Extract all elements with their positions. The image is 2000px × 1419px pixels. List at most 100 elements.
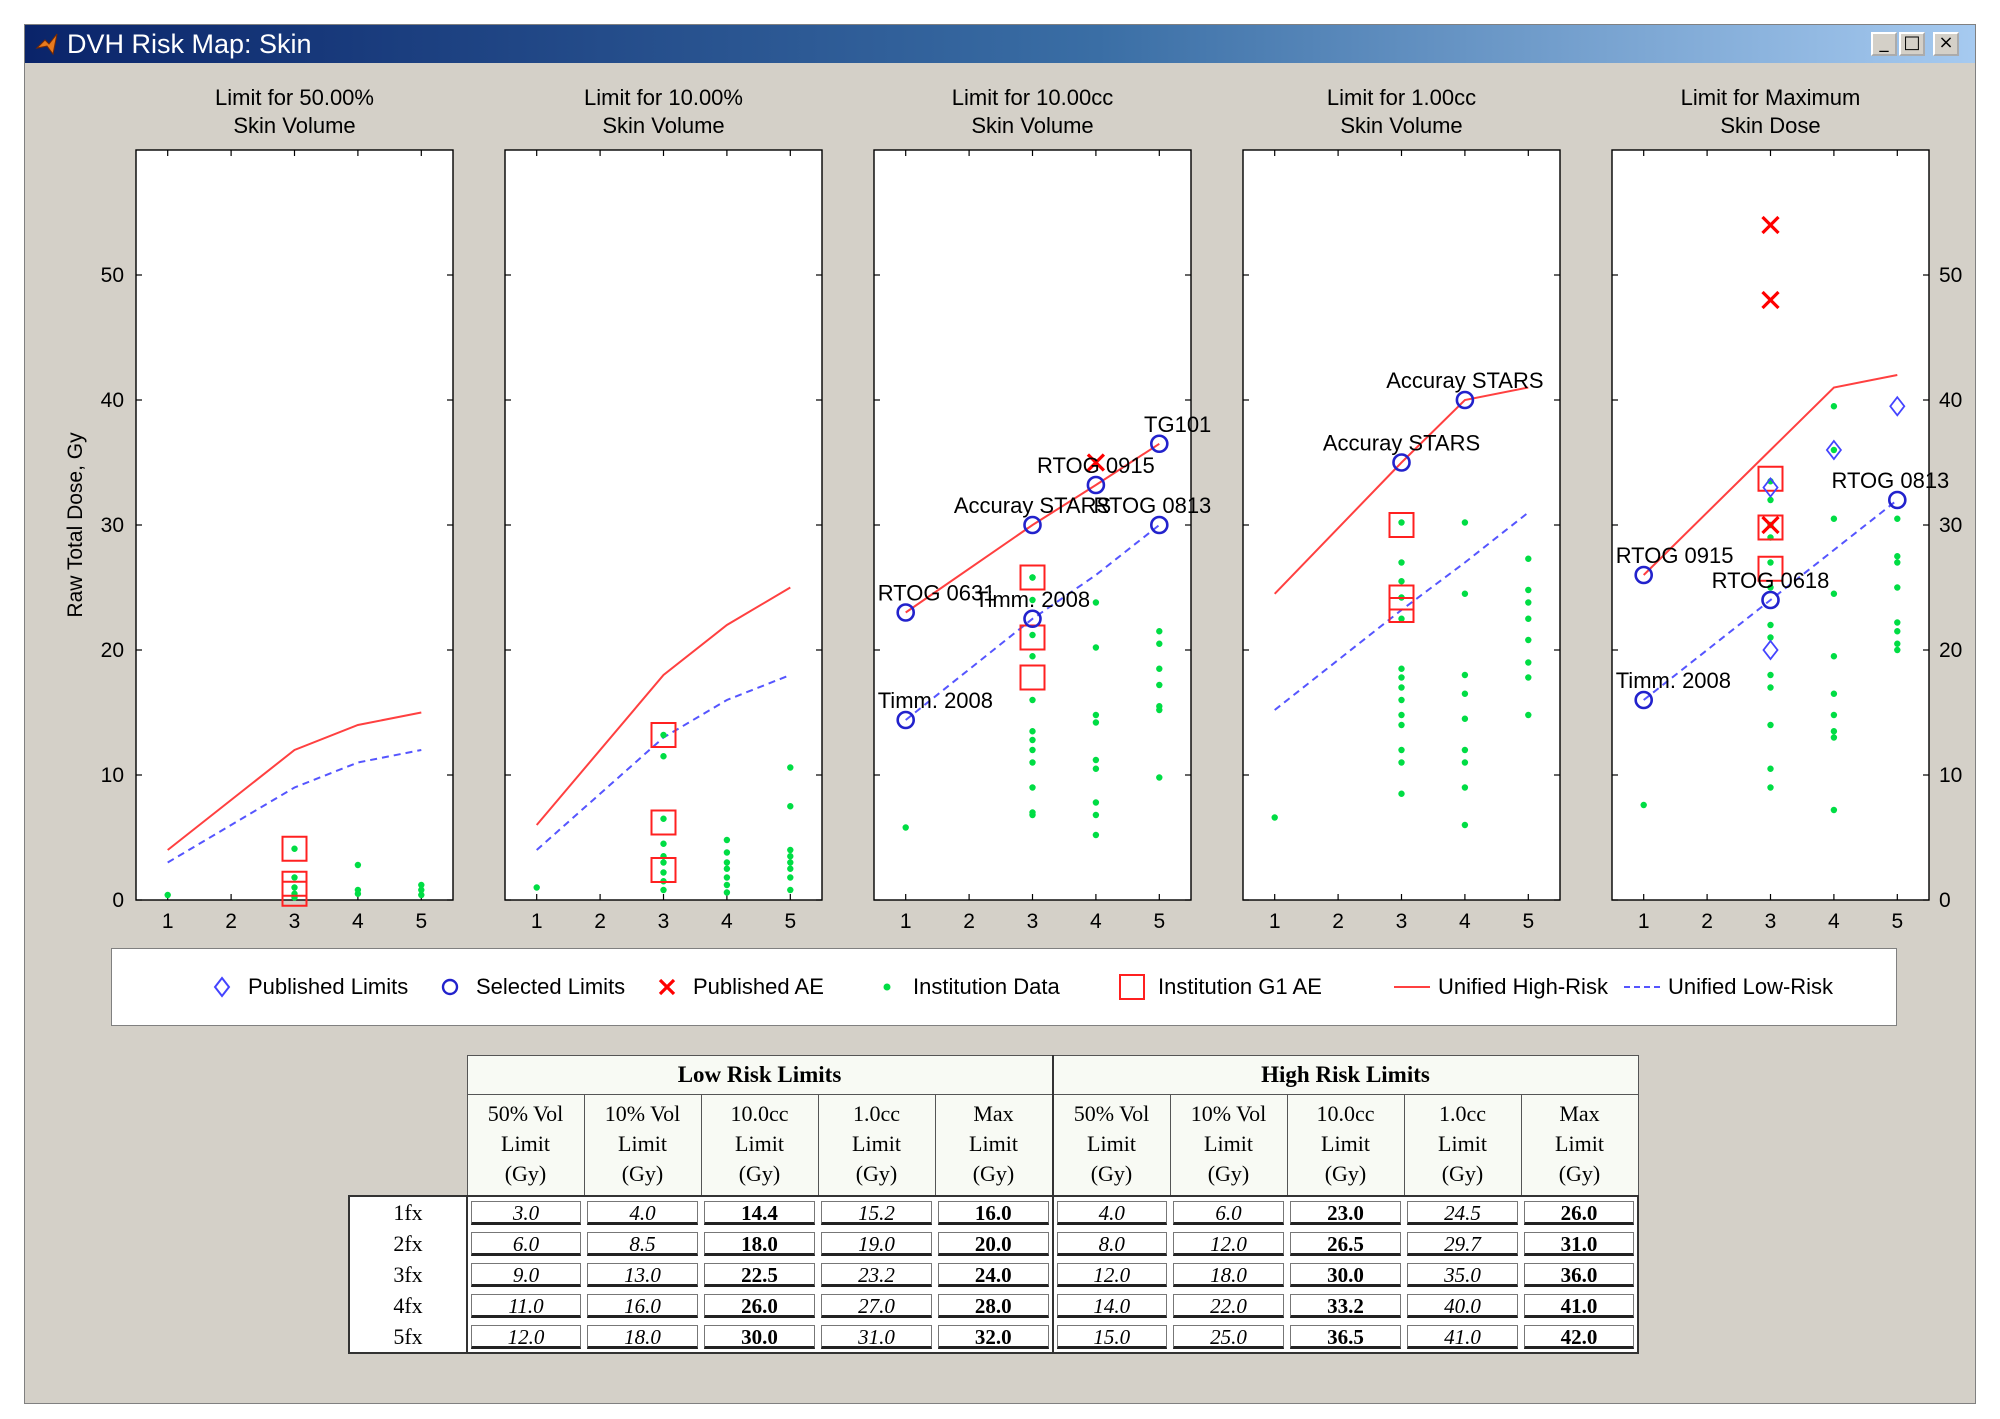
limit-value: 22.0 bbox=[1173, 1293, 1284, 1318]
x-tick-label: 4 bbox=[1459, 910, 1471, 933]
table-cell: 13.0 bbox=[584, 1259, 701, 1290]
limit-value: 24.0 bbox=[938, 1262, 1049, 1287]
legend-label: Unified Low-Risk bbox=[1668, 974, 1834, 999]
close-button[interactable]: × bbox=[1933, 32, 1959, 56]
legend-item: Selected Limits bbox=[430, 949, 625, 1025]
table-cell: 27.0 bbox=[818, 1290, 935, 1321]
institution-data-point bbox=[660, 840, 667, 847]
institution-data-point bbox=[1525, 599, 1532, 606]
selected-limit-marker bbox=[1023, 515, 1042, 535]
table-cell: 26.0 bbox=[701, 1290, 818, 1321]
data-label: Accuray STARS bbox=[954, 493, 1111, 518]
legend-label: Published Limits bbox=[248, 974, 409, 999]
y-axis-label: Raw Total Dose, Gy bbox=[64, 432, 87, 618]
maximize-button[interactable]: □ bbox=[1899, 32, 1925, 56]
limit-value: 22.5 bbox=[704, 1262, 815, 1287]
institution-data-point bbox=[787, 886, 794, 894]
column-header-line: (Gy) bbox=[1207, 1161, 1250, 1186]
table-row: 4fx 11.0 16.0 26.0 27.0 28.0 14.0 22.0 33.2 40.0 4… bbox=[348, 1290, 1639, 1321]
column-header-line: (Gy) bbox=[855, 1161, 898, 1186]
column-header-line: (Gy) bbox=[972, 1161, 1015, 1186]
institution-data-point bbox=[787, 803, 794, 810]
institution-g1-ae-marker bbox=[1019, 664, 1046, 691]
x-axis-label: Number of Fractions bbox=[564, 938, 763, 940]
data-label: RTOG 0915 bbox=[1037, 453, 1155, 478]
table-cell: 36.5 bbox=[1287, 1321, 1404, 1354]
institution-data-point bbox=[902, 824, 909, 831]
institution-data-point bbox=[1092, 765, 1100, 772]
data-label: RTOG 0813 bbox=[1093, 493, 1211, 518]
institution-data-point bbox=[1830, 515, 1838, 522]
institution-data-point bbox=[1767, 684, 1774, 691]
x-tick-label: 3 bbox=[1027, 910, 1039, 933]
table-cell: 25.0 bbox=[1170, 1321, 1287, 1354]
data-label: RTOG 0631 bbox=[878, 581, 996, 606]
limit-value: 6.0 bbox=[471, 1231, 581, 1256]
title-bar[interactable]: DVH Risk Map: Skin _ □ × bbox=[25, 25, 1975, 63]
legend-circle-icon bbox=[441, 978, 459, 996]
table-column-header: 10% Vol Limit (Gy) bbox=[583, 1094, 702, 1197]
x-tick-label: 3 bbox=[1765, 910, 1777, 933]
limit-value: 32.0 bbox=[938, 1324, 1049, 1349]
selected-limit-marker bbox=[896, 603, 916, 622]
legend-item: Institution G1 AE bbox=[1112, 949, 1322, 1025]
institution-data-point bbox=[1029, 696, 1036, 704]
institution-data-point bbox=[1767, 621, 1774, 629]
legend-item: Published AE bbox=[647, 949, 824, 1025]
institution-data-point bbox=[1830, 403, 1838, 410]
plot-title: Limit for 1.00cc bbox=[1327, 85, 1476, 110]
column-header-line: Limit bbox=[1555, 1131, 1604, 1156]
published-ae-marker bbox=[1086, 453, 1106, 472]
selected-limit-marker bbox=[1888, 490, 1907, 510]
column-header-line: Limit bbox=[1321, 1131, 1370, 1156]
institution-data-point bbox=[1461, 821, 1469, 829]
institution-data-point bbox=[660, 859, 667, 866]
institution-data-point bbox=[1271, 814, 1278, 821]
limit-value: 27.0 bbox=[821, 1293, 932, 1318]
institution-g1-ae-marker bbox=[650, 857, 677, 883]
unified-low-risk-line bbox=[536, 674, 791, 851]
x-tick-label: 5 bbox=[784, 910, 796, 933]
column-header-line: Limit bbox=[852, 1131, 901, 1156]
table-row: 3fx 9.0 13.0 22.5 23.2 24.0 12.0 18.0 30.0 35.0 36… bbox=[348, 1259, 1639, 1290]
institution-data-point bbox=[1398, 790, 1405, 797]
institution-data-point bbox=[1894, 515, 1901, 522]
table-cell: 3.0 bbox=[466, 1195, 584, 1228]
table-cell: 9.0 bbox=[466, 1259, 584, 1290]
plot-title: Limit for 50.00% bbox=[215, 85, 374, 110]
table-cell: 18.0 bbox=[1170, 1259, 1287, 1290]
x-tick-label: 1 bbox=[1638, 910, 1650, 933]
limit-value: 41.0 bbox=[1407, 1324, 1518, 1349]
legend-item: Published Limits bbox=[202, 949, 408, 1025]
limit-value: 6.0 bbox=[1173, 1200, 1284, 1225]
limit-value: 41.0 bbox=[1524, 1293, 1634, 1318]
institution-data-point bbox=[354, 890, 362, 897]
limit-value: 18.0 bbox=[587, 1324, 698, 1349]
legend-label: Institution Data bbox=[913, 974, 1060, 999]
plot-area bbox=[135, 149, 454, 901]
matlab-app-icon bbox=[35, 33, 58, 56]
institution-data-point bbox=[1830, 711, 1838, 719]
x-tick-label: 4 bbox=[721, 910, 733, 933]
table-cell: 8.5 bbox=[584, 1228, 701, 1259]
table-column-header: 10.0cc Limit (Gy) bbox=[1286, 1094, 1405, 1197]
table-cell: 18.0 bbox=[584, 1321, 701, 1354]
limit-value: 23.2 bbox=[821, 1262, 932, 1287]
row-label: 2fx bbox=[348, 1228, 467, 1259]
x-tick-label: 5 bbox=[1891, 910, 1903, 933]
minimize-button[interactable]: _ bbox=[1871, 32, 1897, 56]
data-label: Accuray STARS bbox=[1386, 368, 1543, 393]
y-tick-label: 0 bbox=[112, 889, 124, 912]
institution-data-point bbox=[1156, 706, 1163, 714]
unified-low-risk-line bbox=[1643, 499, 1898, 701]
institution-data-point bbox=[1029, 759, 1036, 766]
table-row: 1fx 3.0 4.0 14.4 15.2 16.0 4.0 6.0 23.0 24.5 26.0 bbox=[348, 1195, 1639, 1228]
institution-data-point bbox=[1029, 574, 1036, 581]
table-cell: 23.2 bbox=[818, 1259, 935, 1290]
y-tick-label: 10 bbox=[101, 764, 124, 787]
institution-data-point bbox=[1398, 696, 1405, 704]
column-header-line: Limit bbox=[735, 1131, 784, 1156]
data-label: Timm. 2008 bbox=[878, 688, 993, 713]
institution-data-point bbox=[787, 865, 794, 872]
limit-value: 13.0 bbox=[587, 1262, 698, 1287]
